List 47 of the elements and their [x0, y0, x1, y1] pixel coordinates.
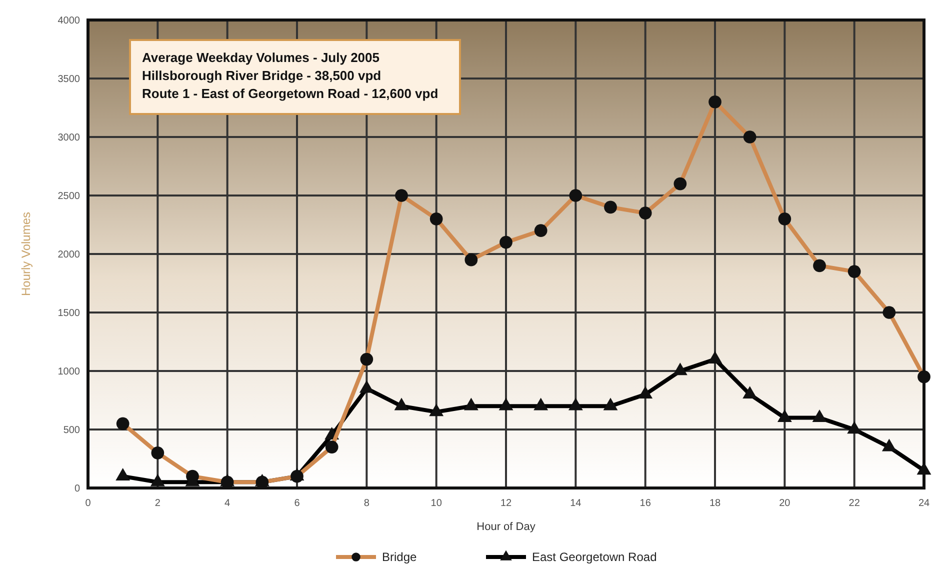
point	[847, 421, 862, 434]
y-tick-label: 1500	[58, 308, 80, 319]
x-tick-label: 2	[154, 498, 161, 509]
x-tick-label: 18	[709, 498, 721, 509]
point	[742, 386, 758, 399]
point	[672, 362, 688, 376]
x-tick-label: 22	[848, 498, 860, 509]
point	[498, 398, 514, 410]
annotation: Hillsborough River Bridge - 38,500 vpd	[142, 68, 382, 83]
y-tick-label: 1000	[58, 366, 80, 378]
annotation: Average Weekday Volumes - July 2005	[142, 50, 380, 65]
point	[116, 468, 130, 480]
x-tick-label: 20	[779, 498, 791, 509]
legend-label: East Georgetown Road	[532, 550, 657, 564]
point	[568, 398, 583, 410]
annotation: Route 1 - East of Georgetown Road - 12,600 vpd	[142, 86, 438, 101]
y-tick-label: 0	[74, 484, 80, 494]
point	[150, 474, 165, 486]
legend-label: Bridge	[382, 550, 418, 564]
point	[359, 380, 374, 393]
x-tick-label: 12	[500, 498, 512, 509]
point	[603, 398, 618, 410]
y-tick-label: 500	[63, 425, 80, 436]
point	[394, 398, 409, 410]
x-tick-label: 8	[364, 498, 370, 509]
point	[708, 350, 722, 364]
y-tick-label: 3500	[58, 74, 80, 85]
point	[777, 409, 792, 422]
x-axis-title: Hour of Day	[476, 521, 536, 533]
x-tick-label: 4	[224, 498, 231, 509]
x-tick-label: 24	[918, 498, 930, 509]
y-axis-title: Hourly Volumes	[19, 212, 33, 296]
y-tick-label: 2000	[58, 250, 80, 260]
x-tick-label: 14	[570, 498, 582, 509]
point	[812, 409, 827, 422]
point	[429, 404, 444, 416]
point	[534, 398, 548, 410]
y-tick-label: 3000	[58, 132, 80, 144]
point	[638, 386, 653, 399]
point	[464, 398, 478, 410]
x-tick-label: 16	[640, 498, 652, 509]
y-tick-label: 4000	[58, 16, 80, 26]
x-tick-label: 0	[85, 498, 92, 509]
x-tick-label: 10	[430, 498, 442, 509]
x-tick-label: 6	[294, 498, 300, 509]
point	[882, 438, 896, 452]
y-tick-label: 2500	[58, 191, 80, 202]
